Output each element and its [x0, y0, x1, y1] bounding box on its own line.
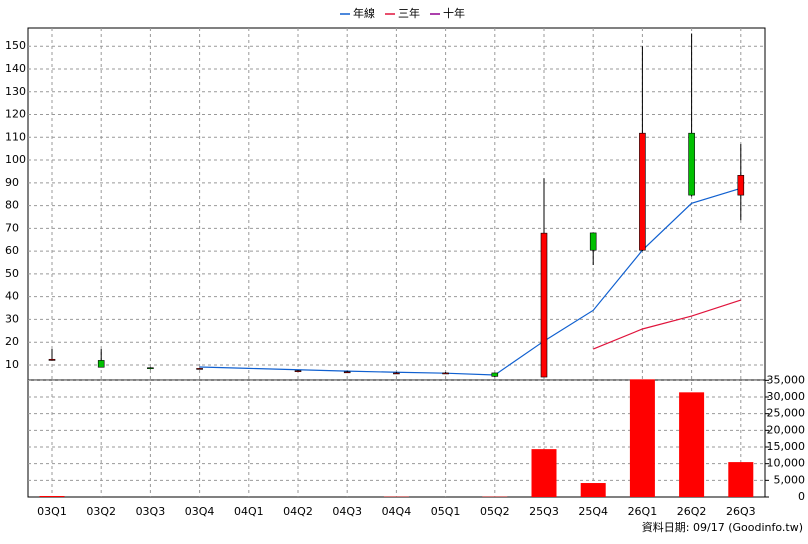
candle-body [295, 371, 301, 372]
x-tick-label: 05Q2 [480, 505, 510, 518]
y-tick-label: 10 [5, 358, 19, 371]
candle-body [738, 175, 744, 195]
legend-label: 十年 [443, 6, 465, 20]
y2-tick-label: 30,000 [767, 390, 806, 403]
x-tick-label: 26Q3 [726, 505, 756, 518]
candle-body [344, 372, 350, 373]
candle-body [197, 368, 203, 369]
y-tick-label: 80 [5, 199, 19, 212]
volume-bar [532, 449, 557, 497]
y-tick-label: 60 [5, 244, 19, 257]
x-tick-label: 03Q3 [136, 505, 166, 518]
x-tick-label: 03Q1 [37, 505, 67, 518]
x-tick-label: 26Q2 [677, 505, 707, 518]
x-tick-label: 04Q1 [234, 505, 264, 518]
y2-tick-label: 10,000 [767, 457, 806, 470]
footnote: 資料日期: 09/17 (Goodinfo.tw) [642, 520, 803, 534]
y-tick-label: 140 [5, 62, 26, 75]
x-tick-label: 04Q2 [283, 505, 313, 518]
candle-body [49, 359, 55, 360]
candle-body [541, 233, 547, 377]
y2-tick-label: 20,000 [767, 423, 806, 436]
volume-bar [40, 496, 65, 497]
y2-tick-label: 35,000 [767, 373, 806, 386]
x-tick-label: 04Q4 [382, 505, 412, 518]
volume-bar [728, 462, 753, 497]
candle-body [590, 233, 596, 250]
volume-bar [679, 392, 704, 497]
candle-body [492, 373, 498, 376]
y-tick-label: 120 [5, 108, 26, 121]
y2-tick-label: 5,000 [774, 473, 806, 486]
y-tick-label: 50 [5, 267, 19, 280]
y2-tick-label: 15,000 [767, 440, 806, 453]
x-tick-label: 25Q3 [529, 505, 559, 518]
x-tick-label: 05Q1 [431, 505, 461, 518]
x-tick-label: 25Q4 [578, 505, 608, 518]
y-tick-label: 100 [5, 153, 26, 166]
y-tick-label: 40 [5, 290, 19, 303]
candle-body [98, 360, 104, 367]
y-tick-label: 130 [5, 85, 26, 98]
y2-tick-label: 25,000 [767, 407, 806, 420]
x-tick-label: 03Q2 [86, 505, 116, 518]
y-tick-label: 30 [5, 312, 19, 325]
y-tick-label: 150 [5, 39, 26, 52]
y-tick-label: 20 [5, 335, 19, 348]
volume-bar [630, 379, 655, 497]
candle-body [393, 373, 399, 374]
candle-body [147, 368, 153, 369]
legend-label: 年線 [353, 6, 375, 20]
candle-body [689, 133, 695, 195]
x-tick-label: 26Q1 [628, 505, 658, 518]
candle-body [639, 133, 645, 250]
y2-tick-label: 0 [798, 490, 805, 503]
y-tick-label: 90 [5, 176, 19, 189]
candle-body [443, 373, 449, 374]
legend-label: 三年 [398, 6, 420, 20]
volume-bar [581, 483, 606, 497]
y-tick-label: 70 [5, 221, 19, 234]
y-tick-label: 110 [5, 130, 26, 143]
x-tick-label: 04Q3 [332, 505, 362, 518]
x-tick-label: 03Q4 [185, 505, 215, 518]
